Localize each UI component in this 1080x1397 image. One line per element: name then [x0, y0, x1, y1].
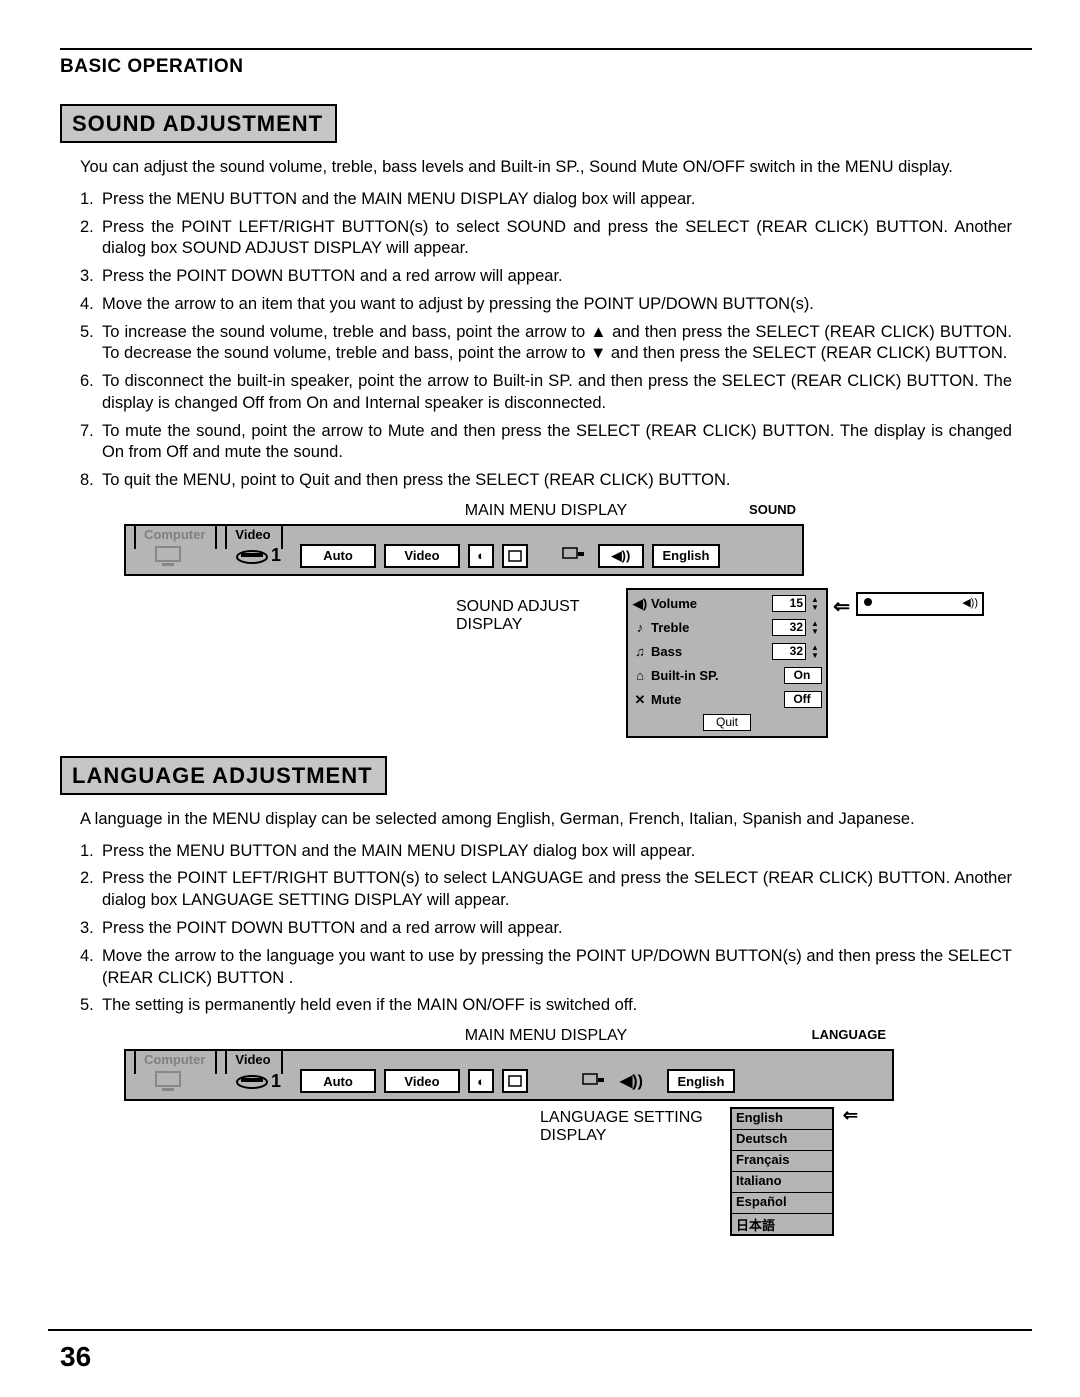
treble-stepper: ▲▼ [808, 620, 822, 636]
volume-slider: ◀)) [856, 592, 984, 616]
language-menu-figure: Computer Video LANGUAGE 1 Auto Video ◐ ◀… [124, 1049, 968, 1236]
step-text: Press the MENU BUTTON and the MAIN MENU … [102, 189, 1012, 211]
mute-label: Mute [651, 692, 784, 707]
step-number: 7. [80, 421, 102, 465]
language-option: English [732, 1109, 832, 1130]
number-one: 1 [271, 545, 281, 566]
step-number: 3. [80, 266, 102, 288]
computer-icon-col [132, 542, 208, 570]
sound-menu-figure: Computer Video SOUND 1 Auto Video ◐ ◀)) … [124, 524, 968, 738]
step-number: 2. [80, 868, 102, 912]
video-icon-col-2: 1 [220, 1067, 296, 1095]
step-number: 3. [80, 918, 102, 940]
language-panel: EnglishDeutschFrançaisItalianoEspañol日本語 [730, 1107, 834, 1236]
step-text: Press the MENU BUTTON and the MAIN MENU … [102, 841, 1012, 863]
sound-icon-2: ◀)) [620, 1071, 643, 1091]
video-button-2: Video [384, 1069, 460, 1093]
mute-value: Off [784, 691, 822, 708]
video-button: Video [384, 544, 460, 568]
step-text: The setting is permanently held even if … [102, 995, 1012, 1017]
builtin-label: Built-in SP. [651, 668, 784, 683]
english-button-2: English [667, 1069, 735, 1093]
step-number: 4. [80, 946, 102, 990]
english-button-1: English [652, 544, 720, 568]
step-text: Move the arrow to the language you want … [102, 946, 1012, 990]
builtin-value: On [784, 667, 822, 684]
step-text: Move the arrow to an item that you want … [102, 294, 1012, 316]
step-number: 8. [80, 470, 102, 492]
volume-stepper: ▲▼ [808, 596, 822, 612]
number-one-2: 1 [271, 1071, 281, 1092]
auto-button: Auto [300, 544, 376, 568]
step-number: 2. [80, 217, 102, 261]
screen-icon-4 [582, 1071, 606, 1092]
step-text: To quit the MENU, point to Quit and then… [102, 470, 1012, 492]
step-number: 5. [80, 995, 102, 1017]
intro-sound: You can adjust the sound volume, treble,… [80, 157, 1012, 179]
screen-icon [502, 544, 528, 568]
treble-value: 32 [772, 619, 806, 636]
treble-label: Treble [651, 620, 772, 635]
step-text: To disconnect the built-in speaker, poin… [102, 371, 1012, 415]
page-header: BASIC OPERATION [60, 56, 1032, 78]
screen-icon-3 [502, 1069, 528, 1093]
step-number: 1. [80, 189, 102, 211]
bass-stepper: ▲▼ [808, 644, 822, 660]
mute-icon: ✕ [632, 692, 648, 708]
step-text: Press the POINT DOWN BUTTON and a red ar… [102, 918, 1012, 940]
language-option: Deutsch [732, 1130, 832, 1151]
step-number: 6. [80, 371, 102, 415]
step-number: 5. [80, 322, 102, 366]
caption-main-menu-1: MAIN MENU DISPLAY [60, 502, 1032, 520]
sound-header-label: SOUND [749, 502, 796, 517]
language-setting-caption: LANGUAGE SETTING DISPLAY [540, 1109, 710, 1145]
language-header-label: LANGUAGE [812, 1027, 886, 1042]
red-arrow-icon: ⇐ [833, 594, 850, 619]
caption-main-menu-2: MAIN MENU DISPLAY [60, 1027, 1032, 1045]
screen-icon-2 [562, 545, 586, 566]
bass-value: 32 [772, 643, 806, 660]
page-number: 36 [60, 1341, 91, 1373]
bass-label: Bass [651, 644, 772, 659]
language-option: Italiano [732, 1172, 832, 1193]
volume-icon: ◀) [632, 596, 648, 612]
contrast-icon: ◐ [468, 544, 494, 568]
builtin-icon: ⌂ [632, 668, 648, 684]
computer-icon-col-2 [132, 1067, 208, 1095]
section-title-sound: SOUND ADJUSTMENT [60, 104, 337, 143]
volume-label: Volume [651, 596, 772, 611]
bass-icon: ♫ [632, 644, 648, 660]
treble-icon: ♪ [632, 620, 648, 636]
step-number: 4. [80, 294, 102, 316]
volume-value: 15 [772, 595, 806, 612]
step-text: To mute the sound, point the arrow to Mu… [102, 421, 1012, 465]
contrast-icon-2: ◐ [468, 1069, 494, 1093]
video-icon-col: 1 [220, 542, 296, 570]
language-option: 日本語 [732, 1214, 832, 1234]
step-text: Press the POINT LEFT/RIGHT BUTTON(s) to … [102, 868, 1012, 912]
intro-language: A language in the MENU display can be se… [80, 809, 1012, 831]
section-title-language: LANGUAGE ADJUSTMENT [60, 756, 387, 795]
step-text: Press the POINT LEFT/RIGHT BUTTON(s) to … [102, 217, 1012, 261]
step-text: Press the POINT DOWN BUTTON and a red ar… [102, 266, 1012, 288]
quit-button: Quit [703, 714, 751, 731]
sound-icon-button: ◀)) [598, 544, 644, 568]
lang-arrow-icon: ⇐ [843, 1105, 858, 1126]
sound-adjust-caption: SOUND ADJUST DISPLAY [456, 598, 606, 634]
step-text: To increase the sound volume, treble and… [102, 322, 1012, 366]
language-option: Español [732, 1193, 832, 1214]
language-option: Français [732, 1151, 832, 1172]
sound-adjust-panel: ⇐ ◀)) ◀)Volume15▲▼ ♪Treble32▲▼ ♫Bass32▲▼… [626, 588, 828, 738]
auto-button-2: Auto [300, 1069, 376, 1093]
step-number: 1. [80, 841, 102, 863]
